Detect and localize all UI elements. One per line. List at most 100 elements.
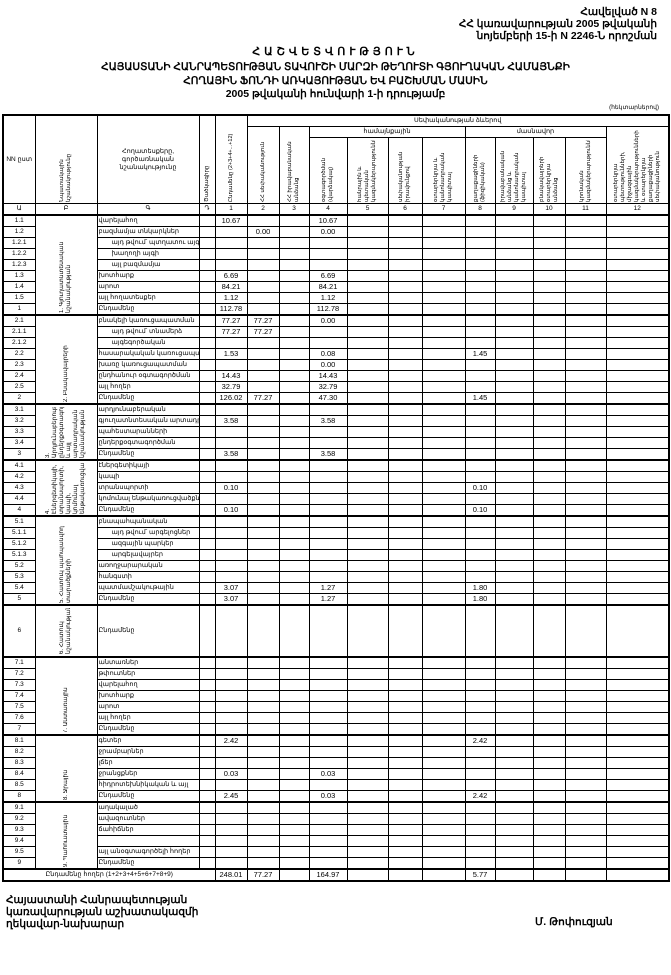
row-label: բնապահպանական <box>96 515 200 528</box>
value-cell-col-12 <box>605 348 670 360</box>
value-cell-col-1 <box>214 471 248 483</box>
value-cell-col-5 <box>346 459 389 472</box>
value-cell-col-4: 1.27 <box>308 582 348 594</box>
value-cell-col-9 <box>494 582 534 594</box>
value-cell-col-7 <box>421 459 466 472</box>
row-code-cell <box>198 448 216 461</box>
table-row: 3.1 3. Արդյունաբերության, ընդերքօգտագործմ… <box>2 403 670 461</box>
value-cell-col-3 <box>278 259 310 271</box>
value-cell-col-6 <box>387 582 423 594</box>
value-cell-col-4: 47.30 <box>308 392 348 405</box>
table-row: 9.2 ավազուտներ <box>2 813 670 825</box>
value-cell-col-7 <box>421 538 466 550</box>
value-cell-col-9 <box>494 303 534 316</box>
value-cell-col-3 <box>278 857 310 870</box>
value-cell-col-8 <box>464 768 496 780</box>
value-cell-col-8 <box>464 326 496 338</box>
group-label: 2. Բնակավայրերի <box>34 314 98 405</box>
value-cell-col-8 <box>464 656 496 669</box>
row-code: 1.2 <box>2 226 36 238</box>
value-cell-col-8: 1.45 <box>464 392 496 405</box>
value-cell-col-9 <box>494 248 534 260</box>
value-cell-col-11 <box>564 746 607 758</box>
row-code-cell <box>198 270 216 282</box>
value-cell-col-7 <box>421 779 466 791</box>
value-cell-col-7 <box>421 437 466 449</box>
value-cell-col-6 <box>387 679 423 691</box>
value-cell-col-10 <box>532 712 566 724</box>
table-row: 2.1.1 այդ թվում՝ տնամերձ 77.27 77.27 <box>2 326 670 338</box>
value-cell-col-8 <box>464 835 496 847</box>
value-cell-col-3 <box>278 270 310 282</box>
value-cell-col-2 <box>246 292 280 304</box>
value-cell-col-8 <box>464 214 496 227</box>
value-cell-col-12 <box>605 237 670 249</box>
value-cell-col-7 <box>421 226 466 238</box>
row-code-cell <box>198 571 216 583</box>
value-cell-col-6 <box>387 779 423 791</box>
value-cell-col-5 <box>346 381 389 393</box>
row-code: 5.1.3 <box>2 549 36 561</box>
value-cell-col-1 <box>214 701 248 713</box>
row-code: 7.2 <box>2 668 36 680</box>
group-label: 4. Էներգետիկայի, տրանսպորտի, կապի, կոմու… <box>34 459 98 517</box>
value-cell-col-6 <box>387 226 423 238</box>
row-code: 4 <box>2 504 36 517</box>
value-cell-col-5 <box>346 571 389 583</box>
value-cell-col-2 <box>246 790 280 803</box>
value-cell-col-1 <box>214 459 248 472</box>
value-cell-col-6 <box>387 734 423 747</box>
value-cell-col-2 <box>246 459 280 472</box>
value-cell-col-7 <box>421 527 466 539</box>
value-cell-col-10 <box>532 437 566 449</box>
value-cell-col-12 <box>605 571 670 583</box>
row-code: 9.3 <box>2 824 36 836</box>
value-cell-col-8 <box>464 560 496 572</box>
row-label: այլ հողատեսքեր <box>96 292 200 304</box>
value-cell-col-6 <box>387 593 423 606</box>
value-cell-col-12 <box>605 281 670 293</box>
table-row: 7.5 արոտ <box>2 701 670 713</box>
value-cell-col-7 <box>421 690 466 702</box>
value-cell-col-9 <box>494 679 534 691</box>
value-cell-col-4 <box>308 604 348 658</box>
value-cell-col-8 <box>464 226 496 238</box>
value-cell-col-6 <box>387 515 423 528</box>
value-cell-col-12 <box>605 824 670 836</box>
total-value-col-12 <box>605 868 670 882</box>
value-cell-col-6 <box>387 415 423 427</box>
value-cell-col-11 <box>564 482 607 494</box>
value-cell-col-5 <box>346 857 389 870</box>
report-title: ՀԱՇՎԵՏՎՈՒԹՅՈՒՆ ՀԱՅԱՍՏԱՆԻ ՀԱՆՐԱՊԵՏՈՒԹՅԱՆ … <box>0 44 671 101</box>
value-cell-col-2 <box>246 734 280 747</box>
value-cell-col-3 <box>278 801 310 814</box>
value-cell-col-2 <box>246 668 280 680</box>
header-total: Ընդամենը (2+3+4+...+12) <box>214 114 248 204</box>
row-code-cell <box>198 281 216 293</box>
row-label: կոմունալ ենթակառուցվածքների <box>96 493 200 505</box>
annex-line: նոյեմբերի 15-ի N 2246-Ն որոշման <box>476 30 657 42</box>
value-cell-col-3 <box>278 835 310 847</box>
value-cell-col-7 <box>421 604 466 658</box>
value-cell-col-5 <box>346 560 389 572</box>
value-cell-col-7 <box>421 813 466 825</box>
value-cell-col-8 <box>464 723 496 736</box>
value-cell-col-6 <box>387 801 423 814</box>
row-code: 9.5 <box>2 846 36 858</box>
row-label: պատմամշակութային <box>96 582 200 594</box>
value-cell-col-1 <box>214 560 248 572</box>
row-label: ճահիճներ <box>96 824 200 836</box>
value-cell-col-6 <box>387 448 423 461</box>
value-cell-col-11 <box>564 459 607 472</box>
value-cell-col-1: 14.43 <box>214 370 248 382</box>
value-cell-col-4 <box>308 857 348 870</box>
value-cell-col-11 <box>564 415 607 427</box>
value-cell-col-8 <box>464 757 496 769</box>
value-cell-col-11 <box>564 326 607 338</box>
value-cell-col-9 <box>494 790 534 803</box>
total-value-col-7 <box>421 868 466 882</box>
value-cell-col-6 <box>387 459 423 472</box>
row-code-cell <box>198 604 216 658</box>
value-cell-col-12 <box>605 270 670 282</box>
value-cell-col-6 <box>387 471 423 483</box>
